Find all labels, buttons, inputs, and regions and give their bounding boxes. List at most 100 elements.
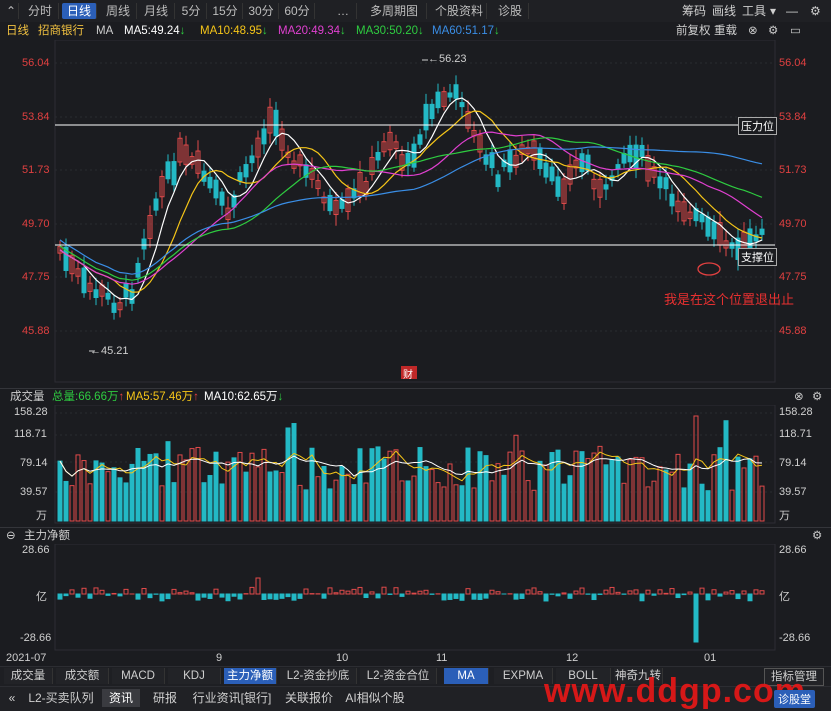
more-periods-button[interactable]: …: [330, 3, 357, 19]
netflow-bar: [682, 594, 686, 595]
netflow-bar: [76, 594, 80, 597]
netflow-bar: [268, 594, 272, 599]
volume-bar: [412, 476, 416, 521]
netflow-bar: [526, 590, 530, 594]
tab-ai-similar[interactable]: AI相似个股: [342, 689, 408, 707]
volume-chart[interactable]: [0, 405, 831, 525]
netflow-tick-bottom-right: -28.66: [779, 632, 810, 644]
netflow-bar: [394, 588, 398, 594]
netflow-bar: [514, 594, 518, 599]
tab-turnover[interactable]: 成交额: [56, 668, 109, 684]
settings-icon[interactable]: ⚙: [812, 528, 822, 544]
netflow-remove-icon[interactable]: ⊖: [6, 528, 16, 544]
netflow-title[interactable]: 主力净额: [24, 528, 70, 544]
tab-daily[interactable]: 日线: [62, 3, 97, 19]
stock-profile-button[interactable]: 个股资料: [432, 3, 487, 19]
netflow-bar: [178, 593, 182, 594]
tab-overlay-ma[interactable]: MA: [444, 668, 489, 684]
adjust-dropdown[interactable]: 前复权: [676, 22, 711, 40]
candle: [448, 93, 452, 97]
tab-main-netflow[interactable]: 主力净额: [224, 668, 277, 684]
tab-related-quote[interactable]: 关联报价: [280, 689, 338, 707]
tab-intraday[interactable]: 分时: [22, 3, 59, 19]
chips-button[interactable]: 筹码: [682, 3, 706, 19]
tab-monthly[interactable]: 月线: [138, 3, 175, 19]
volume-bar: [712, 455, 716, 521]
diagnose-button[interactable]: 诊股: [492, 3, 529, 19]
netflow-bar: [274, 594, 278, 599]
netflow-bar: [400, 594, 404, 596]
volume-bar: [514, 435, 518, 521]
price-chart[interactable]: [0, 40, 831, 388]
volume-bar: [616, 457, 620, 521]
tab-kdj[interactable]: KDJ: [168, 668, 221, 684]
tab-l2-queue[interactable]: L2-买卖队列: [24, 689, 98, 707]
tools-button[interactable]: 工具: [742, 3, 766, 19]
candle: [664, 178, 668, 189]
tab-60min[interactable]: 60分: [280, 3, 315, 19]
ma5-value: MA5:49.24↓: [124, 22, 185, 40]
tab-l2-position[interactable]: L2-资金合位: [360, 668, 437, 684]
candle: [538, 148, 542, 169]
tab-volume[interactable]: 成交量: [4, 668, 53, 684]
overlay-button[interactable]: 重载: [714, 22, 737, 40]
expand-icon[interactable]: ▭: [790, 22, 801, 40]
netflow-bar: [754, 590, 758, 594]
volume-bar: [424, 467, 428, 521]
diagnose-hall-button[interactable]: 诊股堂: [774, 690, 815, 708]
volume-bar: [268, 472, 272, 521]
chevron-down-icon[interactable]: ▾: [770, 3, 776, 19]
tab-news[interactable]: 资讯: [102, 689, 140, 707]
minimize-icon[interactable]: —: [786, 3, 798, 19]
volume-bar: [88, 484, 92, 521]
tab-l2-bottom[interactable]: L2-资金抄底: [280, 668, 357, 684]
netflow-bar: [70, 590, 74, 594]
netflow-bar: [214, 589, 218, 594]
candle: [454, 85, 458, 99]
draw-line-button[interactable]: 画线: [712, 3, 736, 19]
tab-30min[interactable]: 30分: [244, 3, 279, 19]
settings-icon[interactable]: ⚙: [810, 3, 821, 19]
netflow-bar: [412, 593, 416, 594]
tab-industry-news[interactable]: 行业资讯[银行]: [190, 689, 274, 707]
volume-bar: [286, 428, 290, 521]
volume-bar: [112, 468, 116, 521]
stock-name[interactable]: 招商银行: [38, 22, 84, 40]
candle: [418, 135, 422, 144]
netflow-bar: [64, 594, 68, 596]
candle: [604, 185, 608, 189]
tab-macd[interactable]: MACD: [112, 668, 165, 684]
netflow-tick-top-right: 28.66: [779, 544, 807, 556]
collapse-icon[interactable]: «: [4, 689, 20, 707]
volume-bar: [472, 488, 476, 521]
close-icon[interactable]: ⊗: [794, 389, 804, 405]
collapse-icon[interactable]: ⌃: [4, 3, 19, 19]
finance-marker[interactable]: 财: [403, 366, 413, 381]
volume-bar: [304, 490, 308, 521]
volume-tick-right: 118.71: [779, 428, 812, 440]
price-tick-right: 47.75: [779, 271, 807, 283]
volume-bar: [376, 447, 380, 521]
tab-5min[interactable]: 5分: [176, 3, 207, 19]
volume-ma10: MA10:62.65万↓: [204, 389, 283, 405]
netflow-bar: [730, 591, 734, 594]
tab-15min[interactable]: 15分: [208, 3, 243, 19]
netflow-bar: [700, 588, 704, 594]
netflow-chart[interactable]: [0, 544, 831, 652]
multi-period-dropdown[interactable]: 多周期图: [362, 3, 427, 19]
tab-research[interactable]: 研报: [146, 689, 184, 707]
candle: [250, 156, 254, 163]
candle: [730, 243, 734, 248]
tab-weekly[interactable]: 周线: [100, 3, 137, 19]
indicator-name[interactable]: MA: [96, 22, 113, 40]
settings-icon[interactable]: ⚙: [812, 389, 822, 405]
netflow-bar: [124, 589, 128, 594]
netflow-bar: [262, 594, 266, 599]
volume-bar: [406, 481, 410, 521]
settings-icon[interactable]: ⚙: [768, 22, 778, 40]
volume-title[interactable]: 成交量: [10, 389, 45, 405]
volume-bar: [118, 478, 122, 521]
volume-bar: [298, 485, 302, 521]
close-icon[interactable]: ⊗: [748, 22, 758, 40]
candle: [244, 165, 248, 177]
